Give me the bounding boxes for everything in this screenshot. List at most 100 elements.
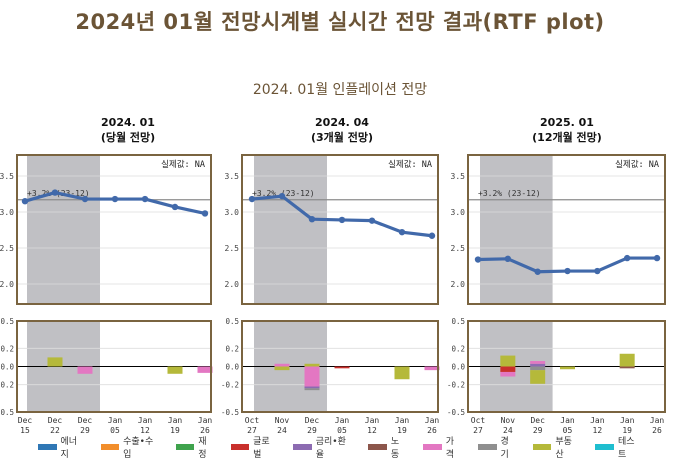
bottom-frame-p1 [16, 320, 212, 413]
data-point-p3 [474, 256, 482, 263]
panel-title-1-line1: 2024. 01 [101, 116, 155, 129]
x-tick-label-p2: Nov [275, 416, 290, 425]
legend-swatch [293, 444, 312, 450]
legend-item: 금리•환율 [293, 434, 351, 460]
contrib-y-tick-label-p2: 0.0 [225, 363, 239, 372]
legend-label: 경기 [500, 437, 509, 460]
x-tick-label-p3: Jan [590, 416, 605, 425]
top-frame-p1 [16, 154, 212, 305]
contrib-bar-segment-p3 [530, 370, 546, 384]
x-tick-label-p3: 29 [533, 426, 543, 435]
contrib-y-tick-label-p1: 0.2 [0, 344, 14, 353]
x-tick-label-p1: Jan [138, 416, 153, 425]
legend-swatch [100, 444, 120, 450]
actual-value-label-p3: 실제값: NA [615, 159, 659, 170]
legend-item: 가격 [423, 434, 461, 460]
x-tick-label-p2: Jan [395, 416, 410, 425]
x-tick-label-p2: 12 [367, 426, 377, 435]
contrib-y-tick-label-p1: 0.0 [0, 363, 14, 372]
x-tick-label-p3: 19 [622, 426, 632, 435]
legend-label: 금리•환율 [315, 437, 346, 460]
legend-swatch [478, 444, 497, 450]
legend-swatch [368, 444, 387, 450]
contrib-bar-segment-p3 [500, 366, 516, 372]
x-tick-label-p3: 27 [473, 426, 483, 435]
legend-item: 경기 [478, 434, 516, 460]
data-point-p1 [81, 195, 89, 203]
x-tick-label-p1: Jan [168, 416, 183, 425]
x-tick-label-p2: 19 [397, 426, 407, 435]
data-point-p1 [171, 203, 179, 211]
contrib-bar-segment-p2 [304, 363, 320, 367]
y-tick-label-p2: 3.5 [225, 172, 240, 181]
data-point-p1 [141, 195, 149, 203]
x-tick-label-p1: Jan [198, 416, 213, 425]
contrib-y-tick-label-p3: 0.5 [451, 317, 465, 326]
y-tick-label-p1: 2.0 [0, 280, 14, 289]
y-tick-label-p2: 2.0 [225, 280, 240, 289]
contrib-y-tick-label-p3: -0.5 [447, 408, 465, 417]
x-tick-label-p3: Jan [560, 416, 575, 425]
legend-label: 테스트 [617, 437, 635, 460]
x-tick-label-p1: 05 [110, 426, 120, 435]
contrib-bar-segment-p2 [304, 366, 320, 387]
x-tick-label-p1: Jan [108, 416, 123, 425]
x-tick-label-p3: 24 [503, 426, 513, 435]
data-point-p2 [338, 216, 346, 224]
y-tick-label-p2: 3.0 [225, 208, 240, 217]
contrib-y-tick-label-p2: 0.5 [225, 317, 239, 326]
contrib-bar-segment-p1 [47, 357, 63, 367]
legend-item: 테스트 [595, 434, 641, 460]
y-tick-label-p3: 3.5 [451, 172, 466, 181]
data-point-p1 [111, 195, 119, 203]
x-tick-label-p1: Dec [48, 416, 63, 425]
bottom-frame-p2 [241, 320, 439, 413]
x-tick-label-p2: 05 [337, 426, 347, 435]
legend-swatch [38, 444, 57, 450]
contrib-y-tick-label-p1: -0.5 [0, 408, 14, 417]
x-tick-label-p3: Jan [620, 416, 635, 425]
legend-label: 에너지 [60, 437, 78, 460]
x-tick-label-p2: Oct [245, 416, 260, 425]
contrib-bar-segment-p1 [167, 366, 183, 374]
data-point-p2 [278, 192, 286, 200]
contrib-bar-segment-p3 [619, 353, 635, 367]
data-point-p2 [398, 228, 406, 236]
legend-label: 노동 [390, 437, 400, 460]
y-tick-label-p1: 2.5 [0, 244, 14, 253]
legend-item: 수출•수입 [100, 434, 159, 460]
contrib-y-tick-label-p2: -0.5 [221, 408, 239, 417]
contrib-bar-segment-p2 [424, 366, 440, 371]
legend-label: 수출•수입 [123, 437, 154, 460]
contrib-y-tick-label-p3: 0.2 [451, 344, 465, 353]
data-point-p2 [428, 232, 436, 239]
x-tick-label-p1: 29 [80, 426, 90, 435]
x-tick-label-p3: Oct [471, 416, 486, 425]
page-title: 2024년 01월 전망시계별 실시간 전망 결과(RTF plot) [75, 10, 605, 34]
y-tick-label-p1: 3.0 [0, 208, 14, 217]
data-point-p3 [623, 254, 631, 262]
y-tick-label-p1: 3.5 [0, 172, 14, 181]
contrib-y-tick-label-p3: 0.0 [451, 363, 465, 372]
legend-label: 부동산 [555, 437, 572, 460]
page-subtitle: 2024. 01월 인플레이션 전망 [252, 82, 428, 98]
contrib-bar-segment-p3 [530, 361, 546, 364]
contrib-y-tick-label-p1: -0.2 [0, 381, 14, 390]
x-tick-label-p1: 12 [140, 426, 150, 435]
x-tick-label-p3: 26 [652, 426, 662, 435]
legend-label: 재정 [198, 437, 207, 460]
x-tick-label-p1: 15 [20, 426, 30, 435]
contrib-bar-segment-p3 [530, 363, 546, 367]
panel-title-3-line1: 2025. 01 [540, 116, 594, 129]
y-tick-label-p2: 2.5 [225, 244, 240, 253]
y-tick-label-p3: 2.5 [451, 244, 466, 253]
contrib-y-tick-label-p1: 0.5 [0, 317, 14, 326]
y-tick-label-p3: 3.0 [451, 208, 466, 217]
data-point-p2 [368, 217, 376, 224]
data-point-p1 [201, 210, 209, 217]
data-point-p1 [21, 198, 29, 205]
reference-label-p3: +3.2% (23-12) [478, 189, 541, 198]
contrib-bar-segment-p3 [500, 355, 516, 367]
legend-label: 가격 [445, 437, 454, 460]
shaded-region-p1 [27, 155, 100, 304]
